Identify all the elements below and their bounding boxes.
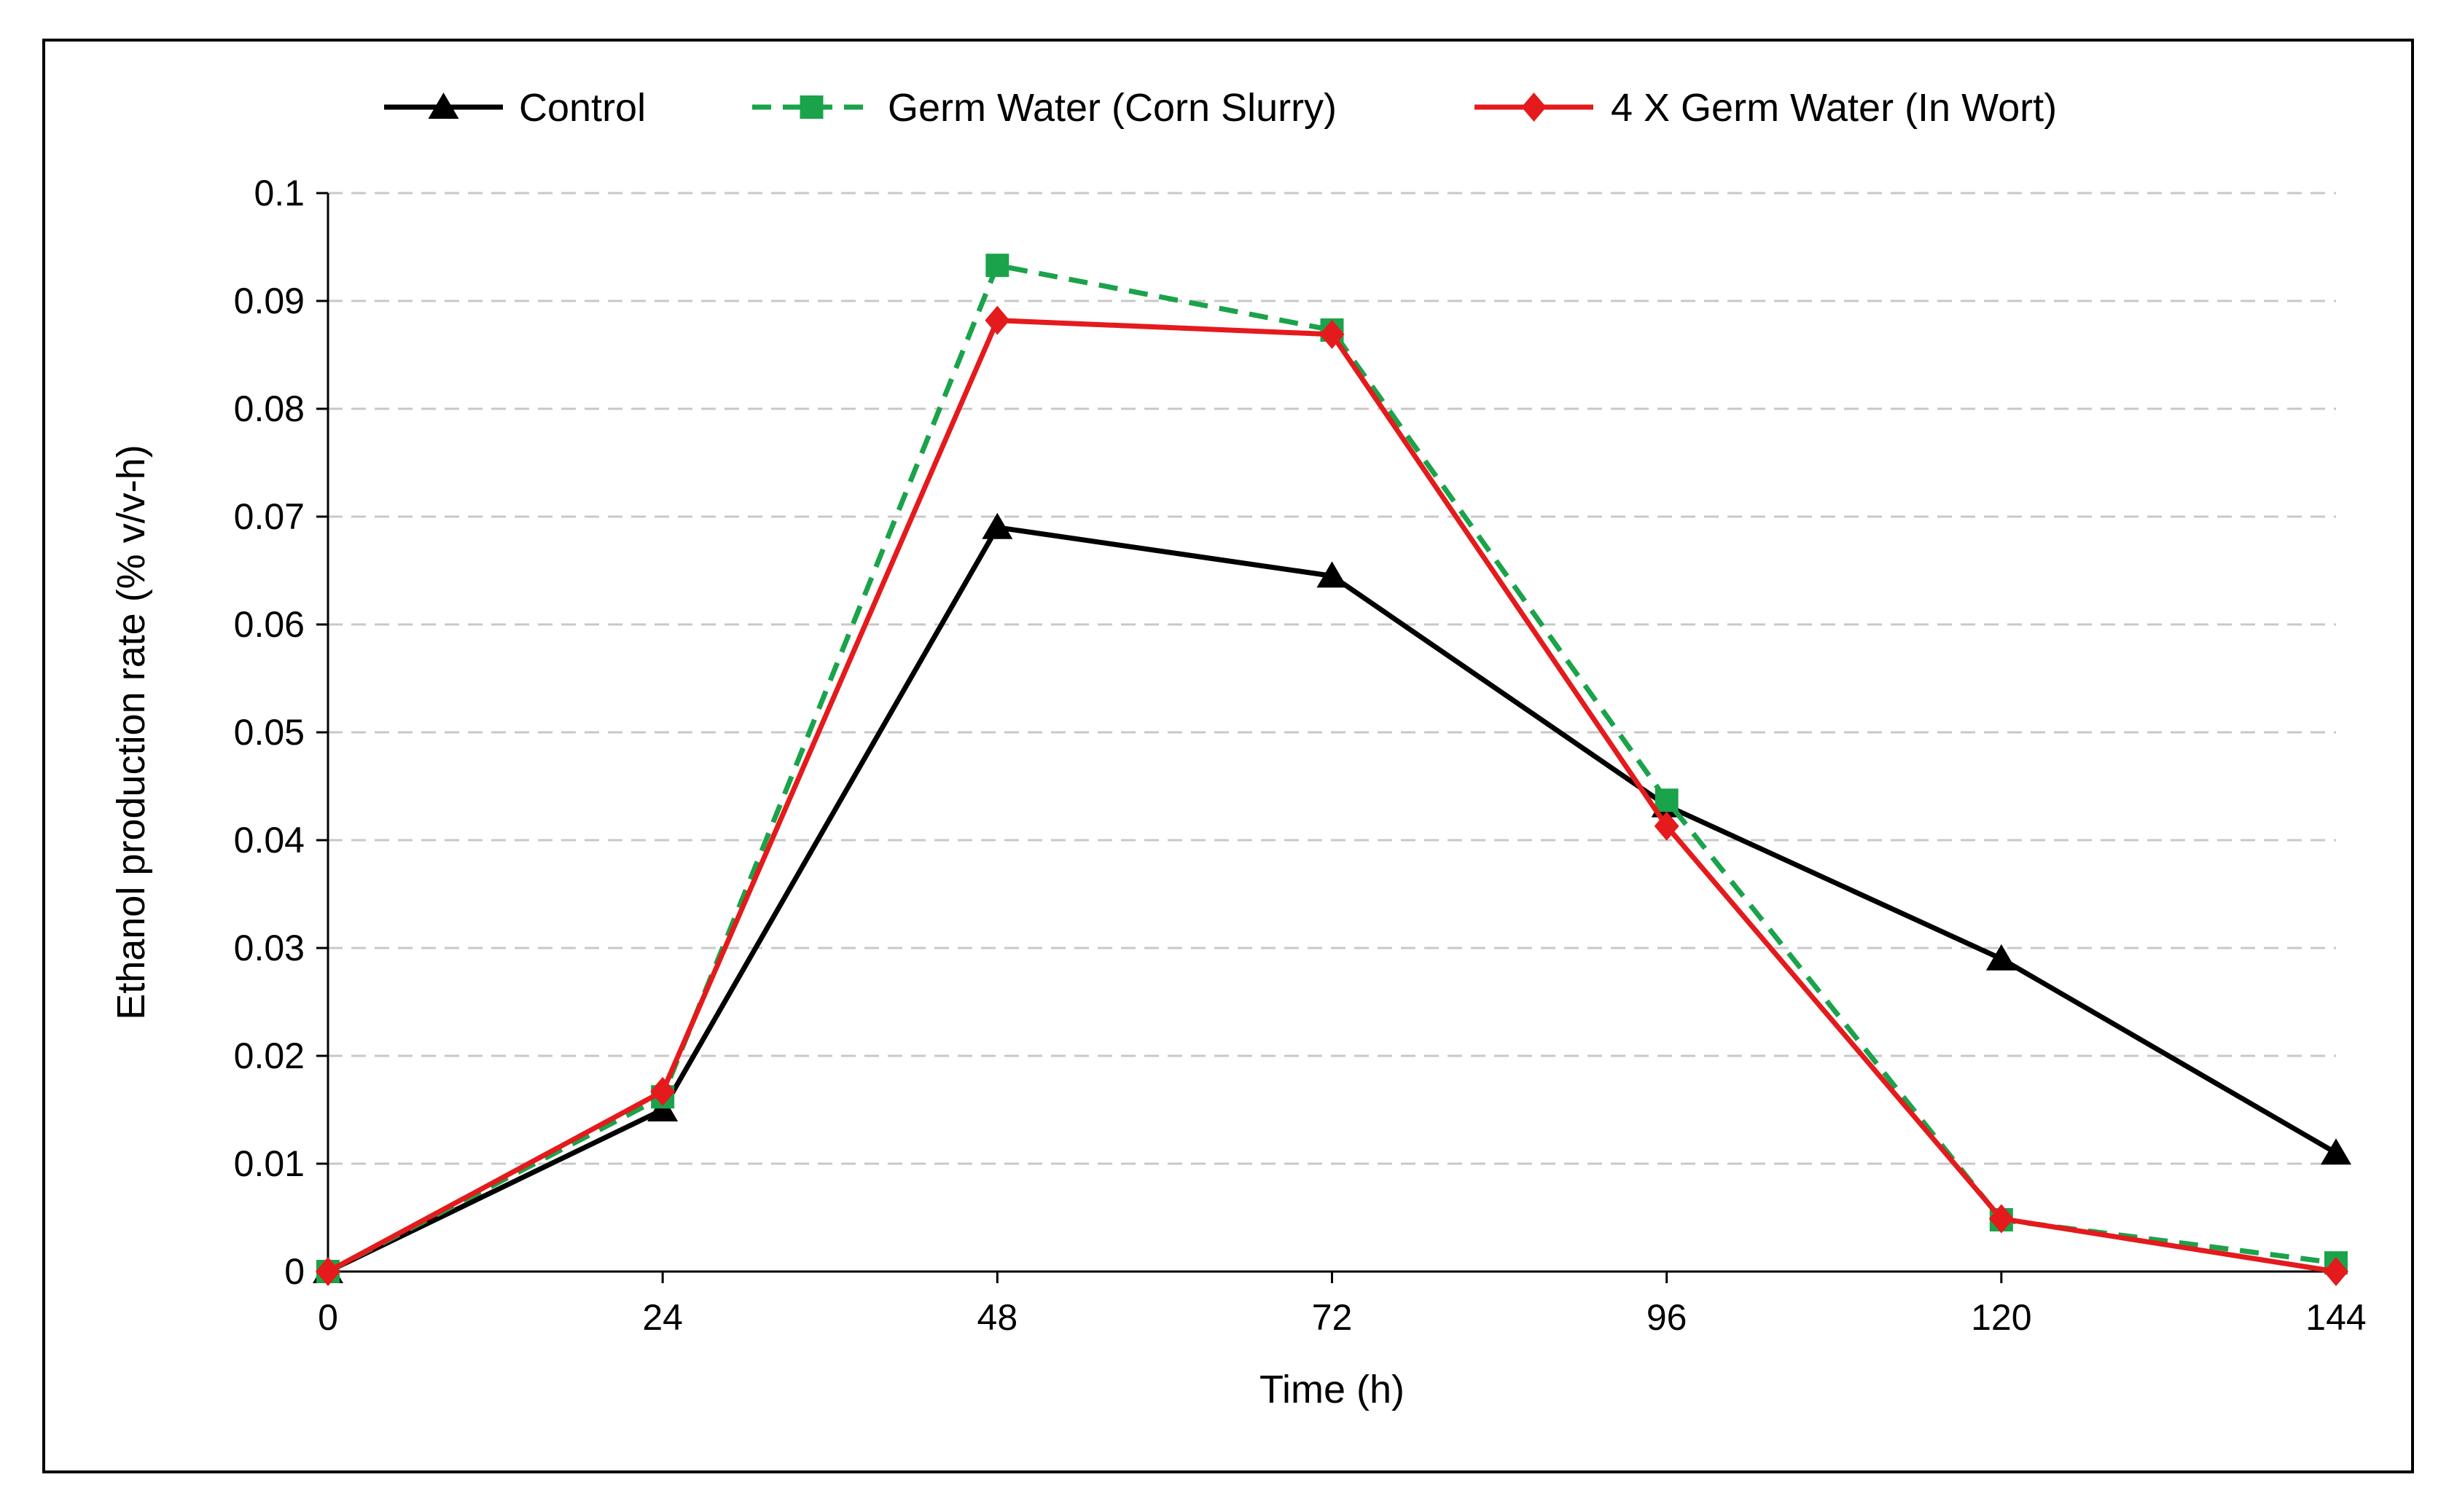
y-tick-label: 0.1 <box>254 173 305 214</box>
y-axis-title: Ethanol production rate (% v/v-h) <box>109 444 153 1019</box>
x-tick-label: 144 <box>2305 1297 2366 1338</box>
y-tick-label: 0.06 <box>234 604 305 645</box>
legend: Control Germ Water (Corn Slurry) 4 X Germ … <box>384 86 2057 130</box>
y-tick-label: 0.04 <box>234 820 305 861</box>
x-axis-title: Time (h) <box>1259 1368 1405 1411</box>
legend-item-4-x-germ-water-in-wort: 4 X Germ Water (In Wort) <box>1474 86 2057 130</box>
y-tick-label: 0.08 <box>234 388 305 429</box>
data-point-control <box>982 512 1013 539</box>
data-point-4-x-germ-water-in-wort <box>650 1076 676 1106</box>
legend-item-germ-water-corn-slurry: Germ Water (Corn Slurry) <box>752 86 1337 130</box>
y-tick-label: 0.05 <box>234 712 305 753</box>
y-tick-label: 0.03 <box>234 928 305 968</box>
data-point-control <box>2321 1138 2351 1165</box>
data-point-control <box>1316 561 1348 588</box>
x-tick-label: 0 <box>318 1297 338 1338</box>
data-point-4-x-germ-water-in-wort <box>316 1257 340 1286</box>
series-layer <box>313 254 2351 1286</box>
legend-label: Control <box>519 86 646 130</box>
legend-marker <box>428 93 459 119</box>
x-tick-label: 24 <box>642 1297 683 1338</box>
x-tick-label: 72 <box>1312 1297 1353 1338</box>
data-point-4-x-germ-water-in-wort <box>1319 319 1345 349</box>
data-point-4-x-germ-water-in-wort <box>2324 1257 2348 1286</box>
data-point-4-x-germ-water-in-wort <box>1988 1204 2014 1234</box>
data-point-4-x-germ-water-in-wort <box>985 305 1010 335</box>
chart-frame <box>42 39 2414 1473</box>
series-control <box>313 512 2351 1283</box>
series-4-x-germ-water-in-wort <box>316 305 2348 1286</box>
legend-item-control: Control <box>384 86 646 130</box>
x-tick-label: 120 <box>1971 1297 2031 1338</box>
y-tick-label: 0.09 <box>234 281 305 321</box>
grid-layer <box>328 192 2336 1165</box>
x-tick-label: 48 <box>977 1297 1018 1338</box>
legend-marker <box>1521 93 1547 122</box>
data-point-germ-water-corn-slurry <box>1655 788 1679 812</box>
data-point-control <box>1985 944 2017 971</box>
y-tick-label: 0 <box>284 1251 305 1292</box>
y-tick-label: 0.07 <box>234 496 305 537</box>
legend-marker <box>800 95 824 119</box>
x-tick-label: 96 <box>1647 1297 1687 1338</box>
data-point-germ-water-corn-slurry <box>985 254 1009 278</box>
data-point-4-x-germ-water-in-wort <box>1654 811 1679 841</box>
legend-label: Germ Water (Corn Slurry) <box>888 86 1337 130</box>
y-tick-label: 0.02 <box>234 1035 305 1076</box>
legend-label: 4 X Germ Water (In Wort) <box>1611 86 2057 130</box>
y-tick-label: 0.01 <box>234 1143 305 1184</box>
axes-layer: 0 0.01 0.02 0.03 0.04 0.05 0.06 0.07 0.08 0.09 0.1… <box>234 173 2367 1338</box>
